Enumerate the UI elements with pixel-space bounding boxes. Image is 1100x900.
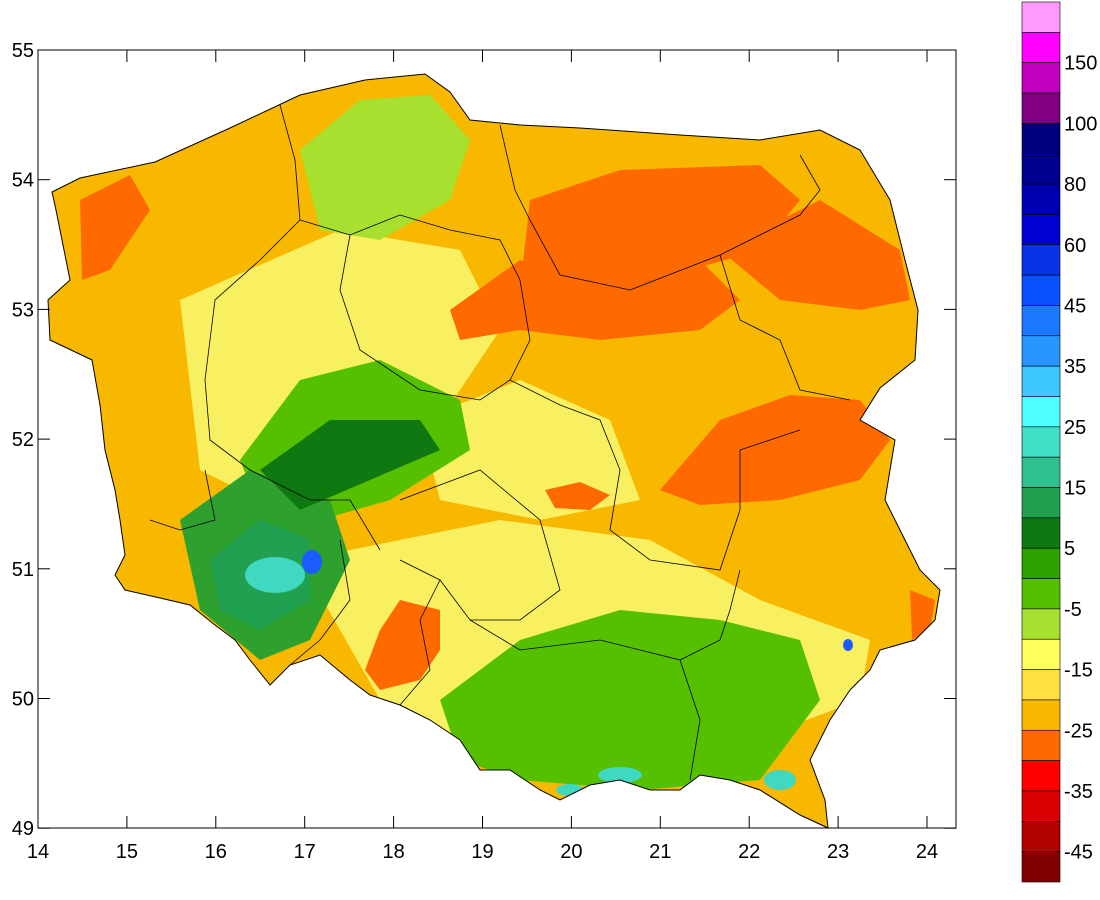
colorbar-swatch <box>1021 214 1061 246</box>
y-tick-label: 51 <box>12 559 34 581</box>
colorbar-swatch <box>1021 669 1061 701</box>
region-deeporange-north-central <box>450 260 740 340</box>
colorbar-swatch <box>1021 1 1061 33</box>
region-deeporange-lodz <box>545 482 610 510</box>
colorbar-label: 15 <box>1064 478 1086 500</box>
colorbar-swatch <box>1021 335 1061 367</box>
spot-cyan-tatra <box>598 767 642 783</box>
axis-ticks: 14 15 16 17 18 19 20 21 22 23 24 55 54 53 52 51 50 49 <box>12 40 956 863</box>
colorbar-swatch <box>1021 365 1061 397</box>
x-tick-label: 17 <box>294 841 316 863</box>
colorbar-swatch <box>1021 32 1061 63</box>
x-tick-label: 20 <box>560 841 582 863</box>
colorbar-swatch <box>1021 274 1061 306</box>
spot-blue-1 <box>302 550 322 574</box>
colorbar-swatch <box>1021 517 1061 549</box>
region-deeporange-west <box>80 175 150 280</box>
colorbar-swatch <box>1021 153 1061 185</box>
x-tick-label: 23 <box>827 841 849 863</box>
colorbar-label: -25 <box>1064 720 1093 742</box>
y-tick-label: 50 <box>12 689 34 711</box>
x-tick-label: 18 <box>382 841 404 863</box>
colorbar-swatch <box>1021 456 1061 488</box>
y-tick-label: 52 <box>12 429 34 451</box>
colorbar-swatch <box>1021 244 1061 276</box>
colorbar-swatch <box>1021 760 1061 792</box>
colorbar-swatch <box>1021 547 1061 579</box>
region-deeporange-silesia <box>365 600 440 690</box>
colorbar-swatch <box>1021 699 1061 731</box>
colorbar-label: 25 <box>1064 417 1086 439</box>
colorbar-swatch <box>1021 183 1061 215</box>
colorbar-swatch <box>1021 305 1061 337</box>
colorbar-swatch <box>1021 821 1061 852</box>
x-tick-label: 16 <box>205 841 227 863</box>
colorbar-swatch <box>1021 123 1061 155</box>
colorbar-label: 150 <box>1064 53 1097 75</box>
colorbar-swatch <box>1021 487 1061 519</box>
region-deeporange-east <box>720 200 910 310</box>
colorbar-swatch <box>1021 790 1061 822</box>
region-green-south <box>440 610 820 790</box>
colorbar-swatch <box>1021 92 1061 124</box>
x-tick-label: 14 <box>27 841 49 863</box>
poland-border <box>47 73 941 829</box>
colorbar-swatch <box>1021 62 1061 94</box>
x-tick-label: 19 <box>471 841 493 863</box>
y-tick-label: 49 <box>12 818 34 840</box>
colorbar-label: 5 <box>1064 538 1075 560</box>
region-darkgreen-diag <box>260 420 440 510</box>
spot-blue-2 <box>843 639 853 651</box>
y-tick-label: 55 <box>12 40 34 62</box>
colorbar-label: 80 <box>1064 174 1086 196</box>
province-boundaries <box>149 104 851 781</box>
colorbar-swatch <box>1021 851 1061 883</box>
colorbar-swatch <box>1021 426 1061 458</box>
colorbar-label: 100 <box>1064 113 1097 135</box>
colorbar-label: 60 <box>1064 235 1086 257</box>
colorbar-swatch <box>1021 578 1061 610</box>
y-tick-label: 53 <box>12 299 34 321</box>
x-tick-label: 21 <box>649 841 671 863</box>
colorbar-swatch <box>1021 396 1061 428</box>
spot-cyan-bieszczady <box>764 770 796 790</box>
colorbar-label: 45 <box>1064 295 1086 317</box>
colorbar-swatch <box>1021 638 1061 670</box>
x-tick-label: 24 <box>916 841 938 863</box>
x-tick-label: 22 <box>738 841 760 863</box>
region-deeporange-northeast <box>520 165 800 300</box>
colorbar-label: -45 <box>1064 842 1093 864</box>
colorbar-label: -15 <box>1064 660 1093 682</box>
colorbar-label: -5 <box>1064 599 1082 621</box>
colorbar-label: 35 <box>1064 356 1086 378</box>
colorbar-label: -35 <box>1064 781 1093 803</box>
y-tick-label: 54 <box>12 170 34 192</box>
region-deeporange-southeast <box>660 395 890 505</box>
x-tick-label: 15 <box>116 841 138 863</box>
region-green-northwest <box>300 95 470 240</box>
spot-cyan-sudetes <box>245 557 305 593</box>
colorbar-swatch <box>1021 608 1061 640</box>
colorbar-swatch <box>1021 729 1061 761</box>
